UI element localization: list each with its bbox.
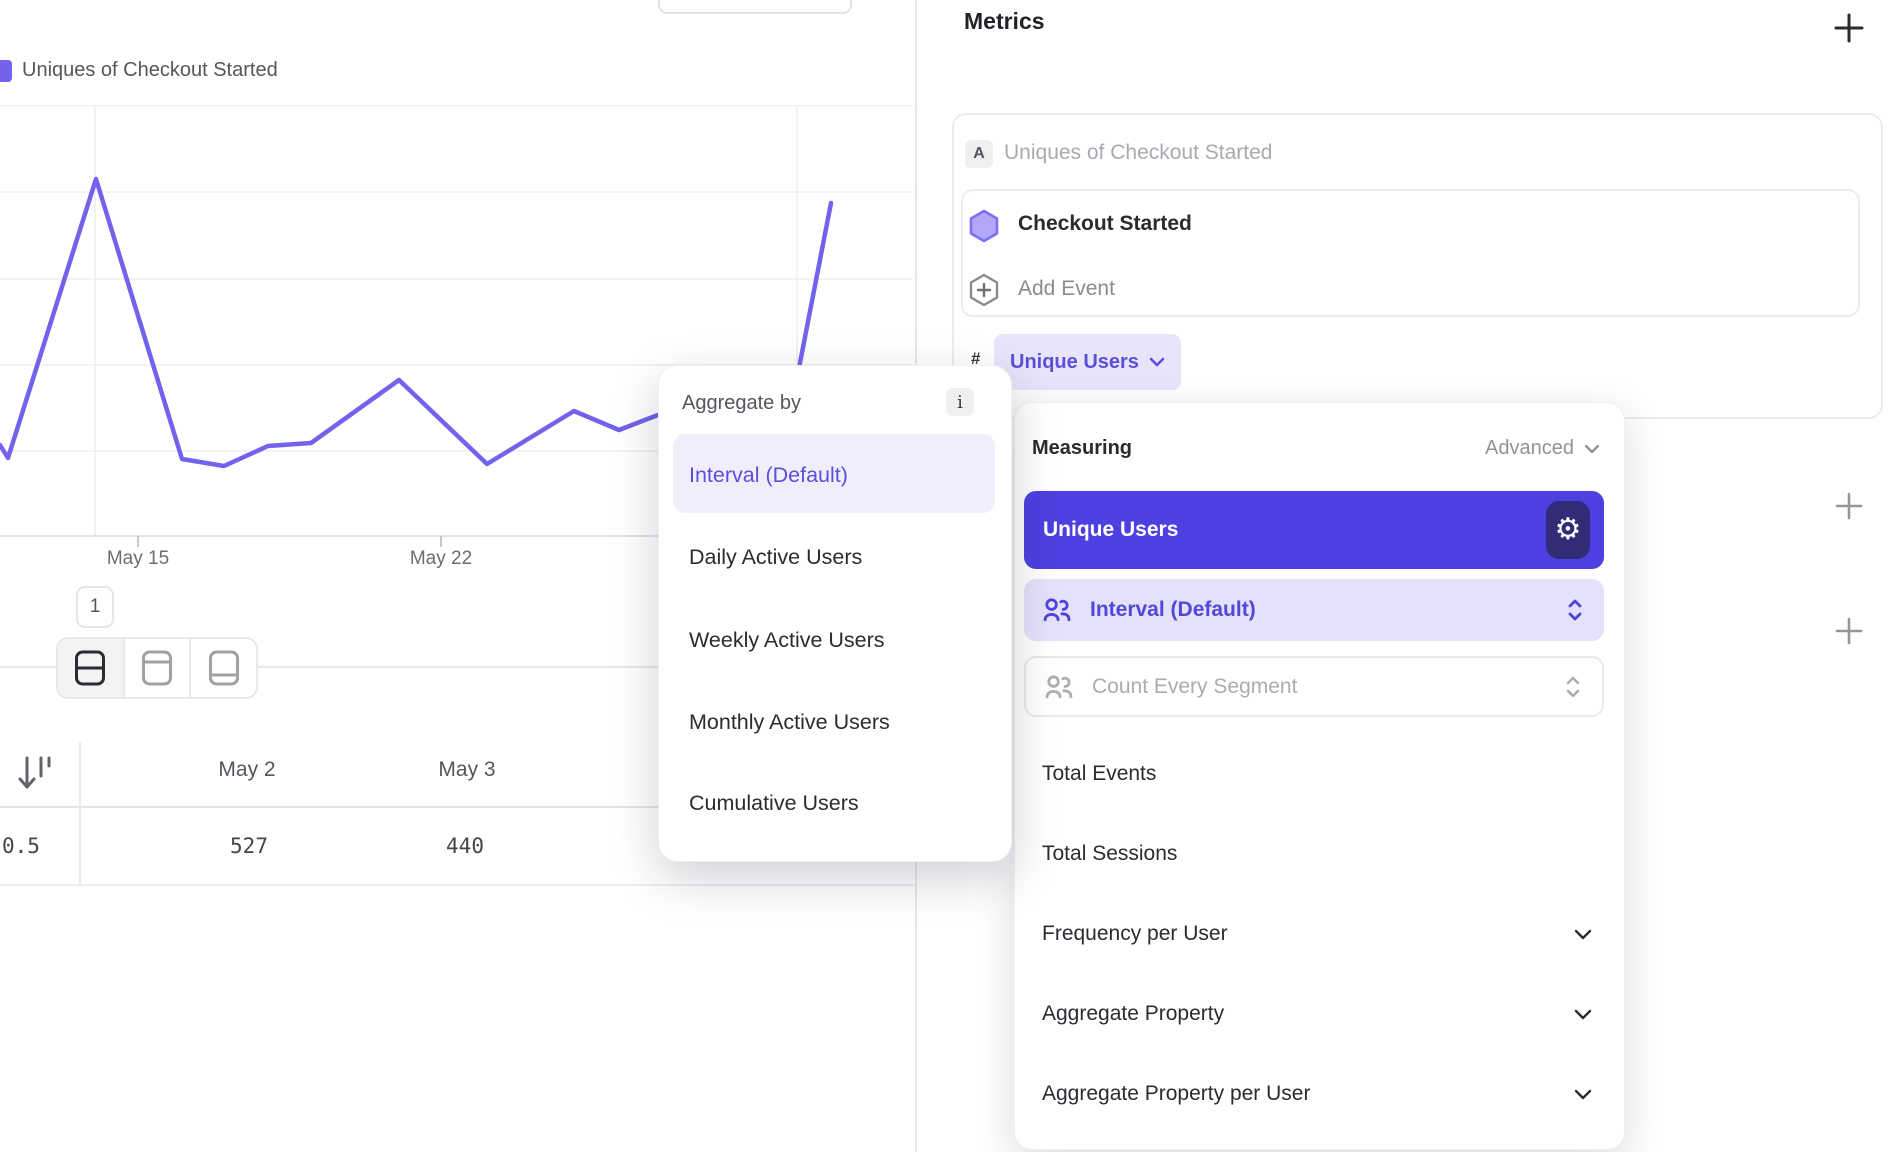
event-card — [961, 189, 1860, 317]
aggregate-option-weekly-active-users[interactable]: Weekly Active Users — [689, 627, 885, 652]
layout-top-button[interactable] — [124, 639, 192, 697]
table-column-divider — [79, 742, 81, 886]
top-toolbar-button-partial[interactable] — [658, 0, 852, 14]
selected-option-label: Unique Users — [1043, 518, 1179, 541]
count-every-segment-label: Count Every Segment — [1092, 674, 1298, 698]
split-rows-icon — [75, 650, 106, 686]
measuring-option-frequency-per-user[interactable]: Frequency per User — [1042, 922, 1228, 945]
table-header-may2[interactable]: May 2 — [218, 758, 276, 781]
measuring-option-aggregate-property[interactable]: Aggregate Property — [1042, 1002, 1225, 1025]
measuring-option-total-events[interactable]: Total Events — [1042, 762, 1157, 785]
measuring-option-unique-users-selected[interactable]: Unique Users ⚙ — [1024, 491, 1604, 569]
chevron-down-icon — [1149, 357, 1165, 367]
users-icon — [1043, 598, 1071, 622]
aggregate-popup-title: Aggregate by — [682, 392, 801, 414]
advanced-label: Advanced — [1485, 437, 1574, 459]
gear-icon: ⚙ — [1554, 512, 1582, 547]
x-axis-label-1: May 15 — [106, 548, 170, 569]
aggregate-option-monthly-active-users[interactable]: Monthly Active Users — [689, 709, 890, 734]
event-hexagon-icon — [969, 209, 999, 243]
info-icon[interactable]: i — [946, 388, 974, 416]
measurement-chip-label: Unique Users — [1010, 350, 1139, 373]
top-row-icon — [142, 650, 172, 686]
table-header-may3[interactable]: May 3 — [438, 758, 496, 781]
aggregate-option-daily-active-users[interactable]: Daily Active Users — [689, 544, 863, 569]
chevron-down-icon[interactable] — [1574, 1089, 1592, 1100]
chevron-down-icon[interactable] — [1574, 929, 1592, 940]
interval-sub-row-label: Interval (Default) — [1090, 598, 1256, 621]
layout-split-button[interactable] — [58, 639, 125, 697]
add-event-hexagon-plus-icon[interactable] — [968, 273, 1000, 307]
count-every-segment-row[interactable]: Count Every Segment — [1024, 656, 1604, 717]
metrics-section-title: Metrics — [964, 8, 1045, 34]
chart-x-ticks — [137, 536, 442, 547]
measuring-option-total-sessions[interactable]: Total Sessions — [1042, 842, 1178, 865]
chevron-down-icon — [1584, 444, 1600, 453]
measuring-popup: Measuring Advanced Unique Users ⚙ — [1014, 402, 1625, 1150]
aggregate-option-cumulative-users[interactable]: Cumulative Users — [689, 790, 859, 815]
hash-symbol: # — [971, 349, 981, 368]
measurement-chip[interactable]: Unique Users — [994, 334, 1181, 390]
table-cell-may3[interactable]: 440 — [446, 834, 484, 858]
measuring-option-aggregate-property-per-user[interactable]: Aggregate Property per User — [1042, 1082, 1311, 1105]
pagination-badge[interactable]: 1 — [76, 586, 114, 628]
bottom-row-icon — [208, 650, 239, 686]
panel-split-divider[interactable] — [0, 666, 916, 668]
metric-name-input[interactable]: Uniques of Checkout Started — [1004, 141, 1273, 164]
table-header-underline — [0, 806, 916, 808]
layout-bottom-button[interactable] — [191, 639, 256, 697]
measuring-popup-title: Measuring — [1032, 437, 1133, 459]
chart-legend-label[interactable]: Uniques of Checkout Started — [22, 59, 278, 81]
table-cell-fragment: 0.5 — [2, 834, 40, 858]
chevron-up-down-icon — [1566, 676, 1580, 697]
layout-toggle-group — [56, 637, 258, 699]
aggregate-option-interval[interactable]: Interval (Default) — [689, 462, 848, 487]
chevron-up-down-icon — [1568, 599, 1582, 621]
sort-descending-icon[interactable] — [14, 752, 58, 796]
add-filter-plus-icon[interactable] — [1834, 491, 1864, 521]
advanced-toggle[interactable]: Advanced — [1485, 437, 1600, 460]
legend-swatch — [0, 60, 12, 82]
users-icon — [1045, 674, 1073, 698]
event-name[interactable]: Checkout Started — [1018, 212, 1192, 235]
selected-item-highlight — [673, 434, 995, 513]
table-cell-may2[interactable]: 527 — [230, 834, 268, 858]
chevron-down-icon[interactable] — [1574, 1009, 1592, 1020]
x-axis-label-2: May 22 — [409, 548, 473, 569]
metric-letter-badge: A — [965, 140, 993, 168]
interval-sub-row[interactable]: Interval (Default) — [1024, 579, 1604, 641]
add-metric-plus-icon[interactable] — [1833, 12, 1865, 44]
table-row-underline — [0, 884, 916, 886]
add-event-button[interactable]: Add Event — [1018, 277, 1115, 300]
add-breakdown-plus-icon[interactable] — [1834, 616, 1864, 646]
aggregate-by-popup: Aggregate by i Interval (Default) Daily … — [658, 365, 1012, 862]
settings-button[interactable]: ⚙ — [1546, 501, 1590, 559]
